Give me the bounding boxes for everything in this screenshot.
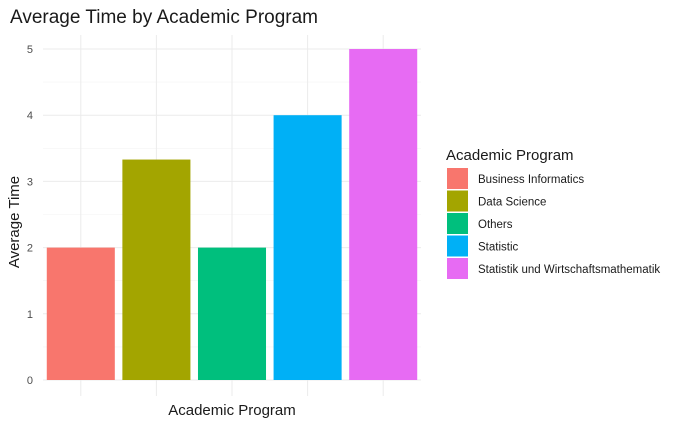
legend-swatch — [447, 213, 468, 234]
y-tick-label: 0 — [27, 375, 33, 387]
y-tick-label: 2 — [27, 243, 33, 255]
legend-label: Statistik und Wirtschaftsmathematik — [478, 264, 660, 276]
y-axis-title: Average Time — [6, 176, 23, 268]
bar — [46, 247, 115, 380]
legend: Academic Program Business Informatics Dat… — [446, 147, 660, 279]
bar — [122, 159, 191, 380]
y-tick-label: 1 — [27, 309, 33, 321]
bar — [273, 115, 342, 380]
legend-swatch — [447, 190, 468, 212]
legend-swatch — [447, 235, 468, 257]
chart-title: Average Time by Academic Program — [10, 7, 318, 28]
y-axis-ticks: 0 1 2 3 4 5 — [27, 44, 33, 387]
y-tick-label: 4 — [27, 110, 33, 122]
legend-swatch — [447, 258, 468, 279]
bar — [349, 49, 418, 380]
legend-label: Data Science — [478, 197, 546, 209]
legend-swatch — [447, 168, 468, 189]
y-tick-label: 5 — [27, 44, 33, 56]
legend-label: Statistic — [478, 242, 519, 254]
x-axis-title: Academic Program — [168, 402, 296, 419]
legend-label: Business Informatics — [478, 174, 584, 186]
legend-title: Academic Program — [446, 147, 574, 164]
legend-label: Others — [478, 219, 513, 231]
y-tick-label: 3 — [27, 176, 33, 188]
bars — [46, 49, 418, 380]
bar — [197, 247, 267, 380]
